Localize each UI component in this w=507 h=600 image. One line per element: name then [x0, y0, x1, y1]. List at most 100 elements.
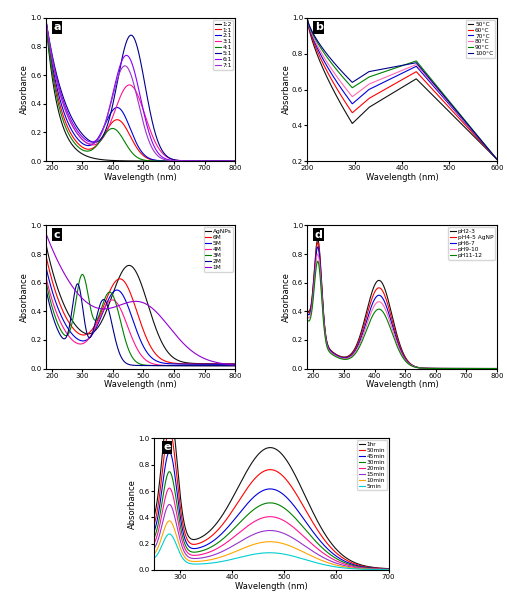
5:1: [62, 98, 68, 106]
5min: [289, 553, 296, 560]
100°C: [416, 62, 422, 70]
80°C: [447, 101, 453, 108]
90°C: [447, 98, 453, 106]
45min: [328, 548, 334, 556]
45min: [151, 528, 157, 535]
pH4-5 AgNP: [452, 365, 458, 372]
pH6-7: [381, 297, 387, 304]
1:1: [119, 119, 125, 127]
10min: [328, 560, 334, 567]
5M: [191, 361, 197, 368]
Line: 50°C: 50°C: [307, 18, 497, 159]
45min: [289, 500, 296, 508]
4:1: [62, 122, 68, 129]
5M: [119, 290, 125, 298]
3:1: [194, 157, 200, 164]
30min: [151, 535, 157, 542]
10min: [151, 551, 157, 558]
60°C: [416, 71, 422, 78]
Line: 1:2: 1:2: [46, 18, 235, 161]
3M: [120, 326, 126, 333]
50°C: [447, 109, 453, 116]
Line: 5:1: 5:1: [46, 18, 235, 161]
1:2: [126, 157, 132, 164]
Text: c: c: [53, 230, 60, 240]
50min: [308, 516, 314, 523]
Line: AgNPs: AgNPs: [46, 242, 235, 364]
4:1: [191, 157, 197, 164]
Line: 3M: 3M: [46, 274, 235, 365]
2:1: [126, 122, 132, 130]
100°C: [304, 14, 310, 22]
100°C: [447, 100, 453, 107]
30min: [385, 566, 391, 573]
3:1: [173, 157, 179, 164]
10min: [258, 539, 264, 546]
7:1: [126, 67, 132, 74]
pH9-10: [452, 365, 458, 372]
6M: [173, 360, 179, 367]
pH9-10: [456, 365, 462, 372]
5M: [173, 361, 179, 368]
X-axis label: Wavelength (nm): Wavelength (nm): [366, 380, 439, 389]
pH2-3: [494, 365, 500, 372]
2:1: [194, 157, 200, 164]
pH4-5 AgNP: [304, 308, 310, 315]
45min: [167, 448, 173, 455]
70°C: [390, 74, 396, 81]
4:1: [119, 134, 125, 142]
2M: [75, 280, 81, 287]
80°C: [416, 64, 422, 71]
3:1: [191, 157, 197, 164]
6:1: [173, 157, 179, 164]
Line: 1:1: 1:1: [46, 18, 235, 161]
6:1: [119, 56, 125, 64]
3M: [126, 348, 132, 355]
AgNPs: [43, 239, 49, 246]
90°C: [416, 61, 422, 68]
7:1: [191, 157, 197, 164]
pH9-10: [315, 250, 321, 257]
pH9-10: [388, 322, 394, 329]
5min: [385, 566, 391, 574]
pH11-12: [494, 365, 500, 372]
5:1: [43, 14, 49, 22]
1:1: [43, 14, 49, 22]
AgNPs: [232, 361, 238, 368]
3:1: [232, 157, 238, 164]
pH9-10: [381, 303, 387, 310]
60°C: [304, 14, 310, 22]
Line: 100°C: 100°C: [307, 18, 497, 159]
60°C: [431, 87, 437, 94]
4:1: [173, 157, 179, 164]
Line: pH6-7: pH6-7: [307, 247, 497, 368]
2M: [191, 362, 197, 369]
100°C: [338, 67, 344, 74]
30min: [308, 533, 314, 540]
6:1: [126, 54, 132, 61]
4M: [43, 272, 49, 279]
Y-axis label: Absorbance: Absorbance: [281, 272, 291, 322]
Line: 1M: 1M: [46, 233, 235, 365]
X-axis label: Wavelength (nm): Wavelength (nm): [235, 581, 308, 590]
7:1: [62, 106, 68, 113]
90°C: [304, 14, 310, 22]
Text: e: e: [163, 442, 171, 452]
pH2-3: [381, 283, 387, 290]
pH6-7: [494, 365, 500, 372]
50min: [385, 565, 391, 572]
Text: b: b: [315, 22, 323, 32]
15min: [211, 551, 218, 558]
pH11-12: [388, 326, 394, 334]
Legend: 50°C, 60°C, 70°C, 80°C, 90°C, 100°C: 50°C, 60°C, 70°C, 80°C, 90°C, 100°C: [466, 20, 495, 58]
pH9-10: [494, 365, 500, 372]
1:1: [232, 157, 238, 164]
Line: 80°C: 80°C: [307, 18, 497, 159]
2M: [120, 356, 126, 363]
Text: d: d: [315, 230, 323, 240]
pH4-5 AgNP: [494, 365, 500, 372]
3M: [232, 362, 238, 369]
pH11-12: [381, 310, 387, 317]
6:1: [43, 14, 49, 22]
60°C: [338, 92, 344, 99]
